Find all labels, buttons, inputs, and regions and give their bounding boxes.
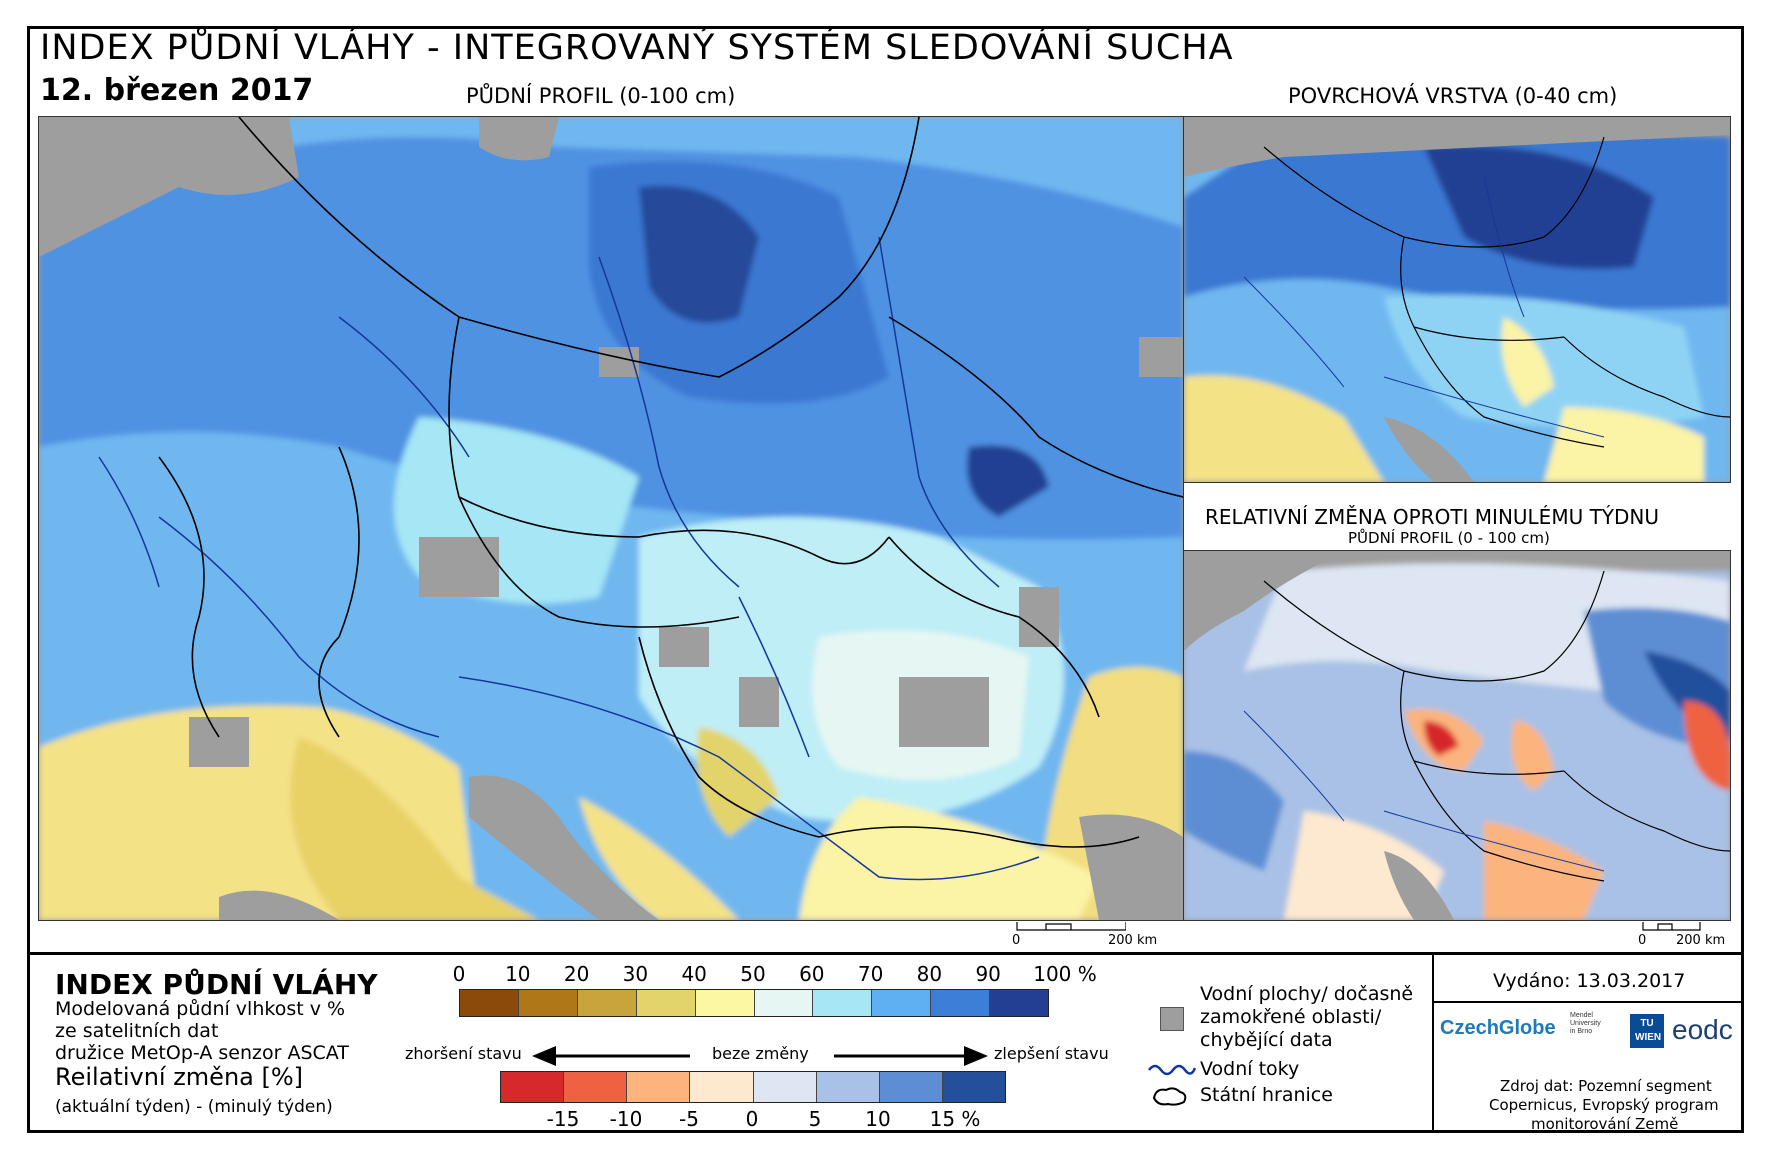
change-color-swatch: [879, 1072, 943, 1102]
index-tick-label: 40: [681, 962, 707, 986]
change-color-swatch: [564, 1072, 628, 1102]
index-color-swatch: [931, 990, 991, 1016]
change-tick-label: -5: [679, 1107, 699, 1131]
change-legend-desc: (aktuální týden) - (minulý týden): [55, 1097, 333, 1117]
index-color-swatch: [754, 990, 814, 1016]
change-tick-label: 10: [865, 1107, 891, 1131]
index-tick-label: 20: [563, 962, 590, 986]
source-line-2: Copernicus, Evropský program: [1489, 1096, 1719, 1114]
change-tick-label: 15 %: [929, 1107, 981, 1131]
change-legend-title: Reilativní změna [%]: [55, 1063, 304, 1091]
water-label-3: chybějící data: [1200, 1029, 1333, 1051]
change-tick-label: 5: [808, 1107, 822, 1131]
main-soil-moisture-map[interactable]: [38, 116, 1184, 921]
index-color-swatch: [872, 990, 932, 1016]
source-line-3: monitorování Země: [1531, 1115, 1679, 1133]
better-label: zlepšení stavu: [994, 1044, 1109, 1063]
legend-desc-3: družice MetOp-A senzor ASCAT: [55, 1042, 349, 1064]
index-color-swatch: [460, 990, 519, 1016]
change-tick-label: -15: [546, 1107, 580, 1131]
rivers-label: Vodní toky: [1200, 1058, 1300, 1080]
change-map-sublabel: PŮDNÍ PROFIL (0 - 100 cm): [1348, 529, 1550, 547]
date-label: 12. březen 2017: [40, 73, 314, 108]
index-color-swatch: [577, 990, 637, 1016]
index-color-swatch: [695, 990, 755, 1016]
legend-desc-1: Modelovaná půdní vlhkost v %: [55, 998, 346, 1020]
scale-zero-label: 0: [1012, 933, 1021, 948]
change-colorbar: [500, 1071, 1006, 1103]
water-label-2: zamokřené oblasti/: [1200, 1006, 1382, 1028]
czechglobe-logo: CzechGlobe: [1440, 1017, 1556, 1039]
legend-divider: [27, 952, 1744, 955]
change-color-swatch: [501, 1072, 565, 1102]
worse-label: zhoršení stavu: [405, 1044, 522, 1063]
relative-change-map[interactable]: [1183, 550, 1731, 921]
index-tick-label: 10: [505, 962, 531, 986]
change-tick-label: 0: [745, 1107, 759, 1131]
footer-divider: [1432, 952, 1434, 1133]
surface-layer-map[interactable]: [1183, 116, 1731, 483]
change-color-swatch: [627, 1072, 691, 1102]
legend-desc-2: ze satelitních dat: [55, 1020, 219, 1042]
index-color-swatch: [636, 990, 696, 1016]
legend-title: INDEX PŮDNÍ VLÁHY: [55, 968, 378, 1001]
surface-map-label: POVRCHOVÁ VRSTVA (0-40 cm): [1288, 84, 1618, 108]
page-title: INDEX PŮDNÍ VLÁHY - INTEGROVANÝ SYSTÉM S…: [40, 28, 1234, 68]
index-colorbar: [459, 989, 1049, 1017]
tu-wien-logo: TU WIEN: [1630, 1014, 1664, 1048]
index-tick-label: 30: [622, 962, 649, 986]
change-map-label: RELATIVNÍ ZMĚNA OPROTI MINULÉMU TÝDNU: [1205, 505, 1660, 529]
eodc-logo: eodc: [1672, 1014, 1733, 1045]
index-color-swatch: [813, 990, 873, 1016]
index-tick-label: 80: [916, 962, 943, 986]
index-tick-label: 50: [740, 962, 766, 986]
index-tick-label: 0: [452, 962, 466, 986]
change-color-swatch: [690, 1072, 754, 1102]
left-arrow-icon: [532, 1046, 690, 1066]
source-line-1: Zdroj dat: Pozemní segment: [1500, 1077, 1712, 1095]
index-tick-label: 70: [857, 962, 884, 986]
change-tick-label: -10: [609, 1107, 643, 1131]
mendel-logo: Mendel University in Brno: [1570, 1012, 1601, 1035]
border-symbol-icon: [1152, 1087, 1187, 1106]
change-color-swatch: [942, 1072, 1005, 1102]
index-tick-label: 90: [975, 962, 1001, 986]
right-arrow-icon: [834, 1046, 988, 1066]
change-scale-bar: 0 200 km: [1636, 920, 1736, 950]
issued-divider: [1434, 1001, 1744, 1003]
index-tick-label: 60: [799, 962, 825, 986]
issued-date: Vydáno: 13.03.2017: [1493, 970, 1686, 992]
index-color-swatch: [518, 990, 578, 1016]
water-swatch: [1160, 1007, 1184, 1031]
main-map-label: PŮDNÍ PROFIL (0-100 cm): [466, 84, 736, 108]
map-frame: [27, 26, 1744, 1133]
index-tick-label: 100 %: [1033, 962, 1097, 986]
change-color-swatch: [753, 1072, 817, 1102]
main-scale-bar: 0 200 km: [1010, 920, 1160, 950]
borders-label: Státní hranice: [1200, 1084, 1333, 1106]
river-symbol-icon: [1148, 1064, 1197, 1076]
no-change-label: beze změny: [712, 1044, 809, 1063]
scale-distance-label: 200 km: [1108, 933, 1158, 948]
change-color-swatch: [816, 1072, 880, 1102]
index-color-swatch: [990, 990, 1049, 1016]
scale-zero-label: 0: [1638, 933, 1647, 948]
scale-distance-label: 200 km: [1676, 933, 1726, 948]
water-label-1: Vodní plochy/ dočasně: [1200, 983, 1414, 1005]
